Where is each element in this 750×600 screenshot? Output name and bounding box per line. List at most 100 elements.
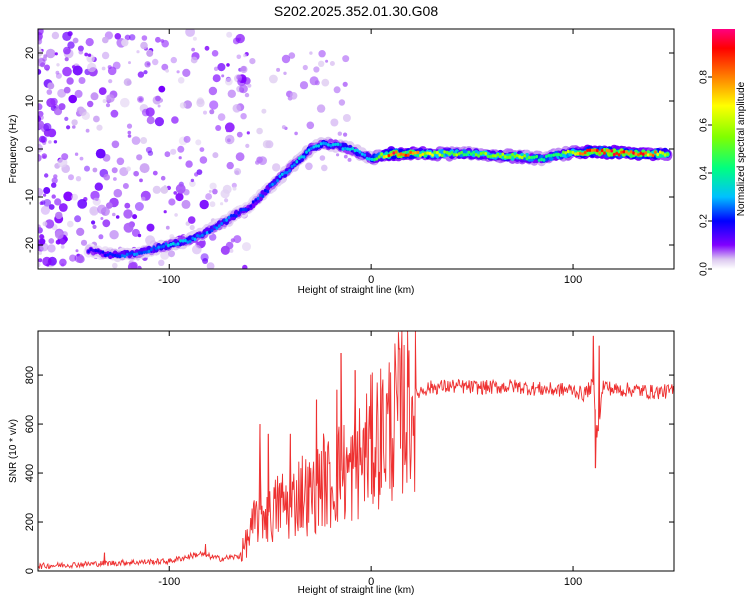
ridge-segment: [472, 150, 476, 154]
noise-blob: [342, 55, 350, 63]
ridge-segment: [452, 152, 456, 157]
noise-blob: [105, 103, 111, 108]
ridge-segment: [225, 218, 229, 222]
ridge-segment: [184, 238, 187, 243]
ridge-segment: [615, 151, 619, 155]
ridge-segment: [646, 153, 650, 157]
noise-blob: [123, 222, 134, 233]
ridge-segment: [326, 143, 330, 147]
ridge-segment: [302, 155, 306, 159]
noise-blob: [206, 262, 215, 269]
ridge-segment: [319, 142, 323, 146]
ridge-segment: [627, 152, 631, 156]
ridge-segment: [528, 155, 531, 160]
noise-blob: [222, 184, 232, 194]
noise-blob: [131, 136, 141, 145]
snr-x-tick-label: 0: [368, 576, 374, 588]
noise-blob: [124, 202, 131, 209]
noise-blob: [140, 137, 148, 144]
noise-blob: [244, 92, 250, 98]
ridge-segment: [108, 251, 112, 256]
ridge-segment: [600, 148, 604, 153]
ridge-segment: [595, 148, 599, 153]
ridge-segment: [121, 253, 124, 258]
noise-blob: [199, 147, 205, 153]
snr-series: [38, 331, 674, 570]
noise-blob: [131, 228, 140, 237]
noise-blob: [74, 215, 82, 223]
ridge-segment: [479, 151, 483, 156]
noise-blob: [38, 262, 41, 268]
ridge-segment: [474, 153, 478, 157]
ridge-segment: [416, 150, 420, 155]
noise-blob: [43, 199, 52, 207]
noise-blob: [64, 57, 69, 62]
noise-blob: [100, 217, 104, 220]
noise-blob: [71, 193, 78, 201]
ridge-segment: [343, 146, 347, 151]
noise-blob: [72, 125, 76, 129]
ridge-segment: [276, 179, 279, 183]
noise-blob: [152, 170, 158, 176]
colorbar-tick-label: 0.6: [699, 118, 710, 132]
ridge-segment: [300, 155, 304, 159]
ridge-segment: [581, 152, 585, 156]
ridge-segment: [203, 231, 207, 236]
ridge-segment: [380, 152, 383, 156]
snr-y-tick-label: 600: [24, 415, 36, 433]
noise-blob: [77, 199, 88, 209]
noise-blob: [128, 61, 131, 65]
noise-blob: [71, 119, 78, 126]
noise-blob: [48, 204, 55, 210]
noise-blob: [54, 198, 62, 206]
spectrogram-y-tick-label: 10: [24, 95, 36, 107]
noise-blob: [44, 64, 50, 71]
ridge-segment: [247, 207, 250, 212]
noise-blob: [92, 224, 97, 229]
ridge-segment: [414, 151, 417, 155]
noise-blob: [51, 182, 57, 188]
ridge-segment: [305, 150, 308, 154]
noise-blob: [38, 224, 41, 230]
ridge-segment: [324, 142, 328, 146]
ridge-segment: [562, 150, 565, 154]
snr-x-tick-label: 100: [564, 576, 582, 588]
noise-blob: [220, 245, 230, 255]
ridge-segment: [603, 151, 606, 155]
noise-blob: [179, 102, 187, 109]
noise-blob: [152, 58, 159, 66]
noise-blob: [224, 134, 235, 145]
noise-blob: [200, 253, 209, 262]
noise-blob: [63, 86, 71, 94]
noise-blob: [106, 202, 113, 209]
ridge-segment: [295, 160, 299, 164]
ridge-segment: [234, 214, 238, 218]
noise-blob: [212, 152, 219, 159]
ridge-segment: [152, 245, 156, 249]
ridge-segment: [232, 213, 236, 218]
noise-blob: [227, 89, 236, 99]
ridge-segment: [651, 153, 655, 158]
noise-blob: [137, 95, 144, 103]
noise-blob: [68, 94, 77, 104]
ridge-segment: [198, 234, 202, 239]
colorbar-tick-label: 0.2: [699, 214, 710, 228]
noise-blob: [272, 163, 281, 172]
noise-blob: [47, 82, 55, 90]
ridge-segment: [266, 189, 270, 194]
noise-blob: [91, 220, 96, 225]
noise-blob: [38, 58, 46, 67]
ridge-segment: [629, 150, 633, 154]
noise-blob: [134, 202, 144, 211]
noise-blob: [330, 118, 339, 127]
ridge-segment: [387, 153, 391, 158]
noise-blob: [115, 215, 120, 219]
noise-blob: [190, 178, 195, 183]
noise-blob: [62, 66, 72, 77]
ridge-segment: [130, 251, 134, 255]
noise-blob: [112, 212, 116, 217]
noise-blob: [143, 70, 148, 75]
noise-blob: [69, 254, 77, 262]
ridge-segment: [116, 254, 119, 258]
noise-blob: [146, 223, 155, 232]
